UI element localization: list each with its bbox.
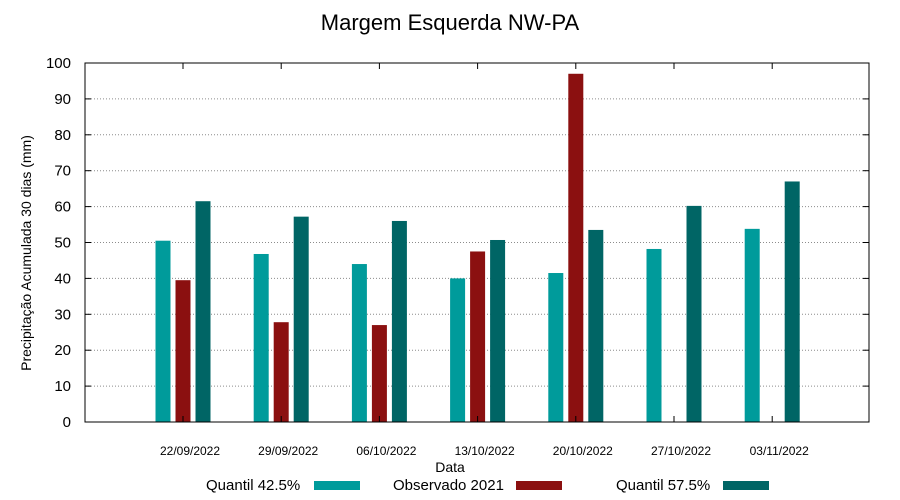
y-tick-label: 60 xyxy=(54,199,71,216)
legend-item-observado-2021: Observado 2021 xyxy=(393,475,562,495)
y-tick-label: 80 xyxy=(54,127,71,144)
bar xyxy=(784,181,800,422)
bar xyxy=(588,229,604,422)
x-axis-label: Data xyxy=(435,459,465,475)
legend-item-quantil-42: Quantil 42.5% xyxy=(206,475,361,495)
bar xyxy=(548,273,564,422)
y-tick-label: 30 xyxy=(54,306,71,323)
bar xyxy=(253,253,269,422)
x-tick-label: 06/10/2022 xyxy=(356,444,416,458)
legend-swatch xyxy=(314,480,361,490)
bar xyxy=(450,278,466,422)
x-tick-label: 29/09/2022 xyxy=(258,444,318,458)
bar xyxy=(273,322,289,422)
axis-ticks: 0 10 20 30 40 50 60 70 80 90 100 22/09/2022 29/09/20… xyxy=(46,55,869,458)
y-tick-label: 70 xyxy=(54,163,71,180)
bar xyxy=(490,239,506,422)
bar xyxy=(155,240,171,422)
bars xyxy=(155,73,800,423)
chart-title: Margem Esquerda NW-PA xyxy=(320,10,580,35)
legend-label: Quantil 57.5% xyxy=(616,476,711,494)
y-tick-label: 10 xyxy=(54,378,71,395)
legend-swatch xyxy=(515,480,562,490)
y-tick-label: 100 xyxy=(46,55,71,72)
y-tick-label: 50 xyxy=(54,235,71,252)
legend-label: Quantil 42.5% xyxy=(206,476,301,494)
x-tick-label: 13/10/2022 xyxy=(455,444,515,458)
bar xyxy=(470,251,486,422)
x-tick-label: 27/10/2022 xyxy=(651,444,711,458)
bar xyxy=(371,325,387,422)
bar xyxy=(351,264,367,422)
legend-label: Observado 2021 xyxy=(393,476,504,494)
y-tick-label: 0 xyxy=(63,414,71,431)
y-tick-label: 40 xyxy=(54,270,71,287)
bar xyxy=(744,228,760,422)
legend-item-quantil-57: Quantil 57.5% xyxy=(616,475,770,495)
y-tick-label: 90 xyxy=(54,91,71,108)
x-tick-label: 20/10/2022 xyxy=(553,444,613,458)
x-tick-label: 22/09/2022 xyxy=(160,444,220,458)
bar xyxy=(391,220,407,422)
bar xyxy=(686,205,702,422)
bar xyxy=(646,248,662,422)
legend-swatch xyxy=(723,480,770,490)
bar xyxy=(568,73,584,423)
y-axis-label: Precipitação Acumulada 30 dias (mm) xyxy=(18,135,34,371)
x-tick-label: 03/11/2022 xyxy=(750,444,809,458)
y-tick-label: 20 xyxy=(54,342,71,359)
bar xyxy=(293,216,309,422)
bar xyxy=(195,201,211,422)
bar xyxy=(175,280,191,422)
